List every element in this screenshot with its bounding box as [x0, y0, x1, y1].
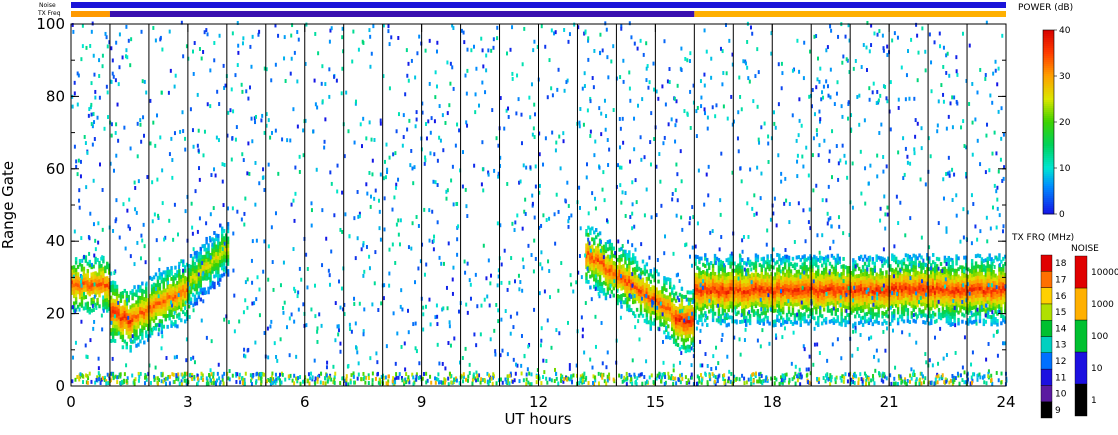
- noise-strip-label: Noise: [39, 2, 56, 9]
- txfreq-segment-1: [109, 11, 695, 17]
- power-tick-1: 10: [1059, 164, 1071, 174]
- txfreq-tick-1: 10: [1055, 390, 1067, 400]
- x-axis: 0 3 6 9 12 15 18 21 24: [66, 24, 1016, 411]
- noise-tick-3: 1000: [1091, 300, 1114, 310]
- noise-strip: [71, 2, 1006, 8]
- noise-colorbar-title: NOISE: [1071, 244, 1099, 254]
- x-tick-label-2: 6: [300, 393, 310, 411]
- y-tick-label-4: 80: [46, 87, 65, 105]
- x-tick-label-4: 12: [529, 393, 548, 411]
- x-tick-label-1: 3: [183, 393, 193, 411]
- txfreq-colorbar: 9 10 11 12 13 14 15 16 17 18: [1040, 254, 1067, 419]
- txfreq-tick-3: 12: [1055, 357, 1066, 367]
- y-tick-label-0: 0: [55, 377, 65, 395]
- y-tick-label-5: 100: [36, 15, 65, 33]
- txfreq-strip-label: TX Freq: [37, 10, 61, 17]
- txfreq-colorbar-title: TX FRQ (MHz): [1011, 233, 1074, 243]
- echo-band-3: [187, 222, 230, 306]
- power-tick-4: 40: [1059, 26, 1071, 36]
- txfreq-segment-2: [694, 11, 1006, 17]
- power-tick-0: 0: [1059, 210, 1065, 220]
- noise-tick-4: 10000: [1091, 268, 1118, 278]
- x-tick-label-6: 18: [763, 393, 782, 411]
- power-tick-2: 20: [1059, 118, 1071, 128]
- scatter-echoes: [71, 20, 1008, 387]
- txfreq-segment-0: [71, 11, 110, 17]
- y-tick-label-1: 20: [46, 305, 65, 323]
- y-tick-label-2: 40: [46, 232, 65, 250]
- txfreq-strip: [71, 11, 1006, 17]
- txfreq-tick-0: 9: [1055, 406, 1061, 416]
- noise-colorbar: 1 10 100 1000 10000: [1074, 255, 1118, 417]
- noise-tick-1: 10: [1091, 364, 1103, 374]
- y-axis: 0 20 40 60 80 100: [36, 15, 1006, 395]
- txfreq-tick-5: 14: [1055, 324, 1067, 334]
- y-axis-title: Range Gate: [0, 161, 17, 249]
- txfreq-tick-8: 17: [1055, 275, 1066, 285]
- power-colorbar-title: POWER (dB): [1018, 3, 1073, 13]
- x-tick-label-8: 24: [996, 393, 1015, 411]
- y-tick-label-3: 60: [46, 160, 65, 178]
- x-tick-label-7: 21: [880, 393, 899, 411]
- scan-boundaries: [109, 24, 968, 386]
- noise-tick-2: 100: [1091, 332, 1108, 342]
- txfreq-tick-7: 16: [1055, 292, 1067, 302]
- power-tick-3: 30: [1059, 72, 1071, 82]
- x-tick-label-0: 0: [66, 393, 76, 411]
- x-tick-label-3: 9: [417, 393, 427, 411]
- txfreq-tick-2: 11: [1055, 373, 1066, 383]
- x-axis-title: UT hours: [504, 410, 571, 428]
- txfreq-tick-6: 15: [1055, 308, 1066, 318]
- echo-band-0: [71, 255, 111, 315]
- x-tick-label-5: 15: [646, 393, 665, 411]
- echo-band-1: [109, 280, 134, 353]
- echo-data: [71, 20, 1008, 387]
- txfreq-tick-9: 18: [1055, 259, 1067, 269]
- echo-band-2: [133, 259, 191, 348]
- echo-band-4: [585, 225, 676, 344]
- echo-band-6: [694, 252, 1007, 328]
- noise-tick-0: 1: [1091, 396, 1097, 406]
- txfreq-tick-4: 13: [1055, 341, 1066, 351]
- power-colorbar: 0 10 20 30 40: [1042, 26, 1071, 220]
